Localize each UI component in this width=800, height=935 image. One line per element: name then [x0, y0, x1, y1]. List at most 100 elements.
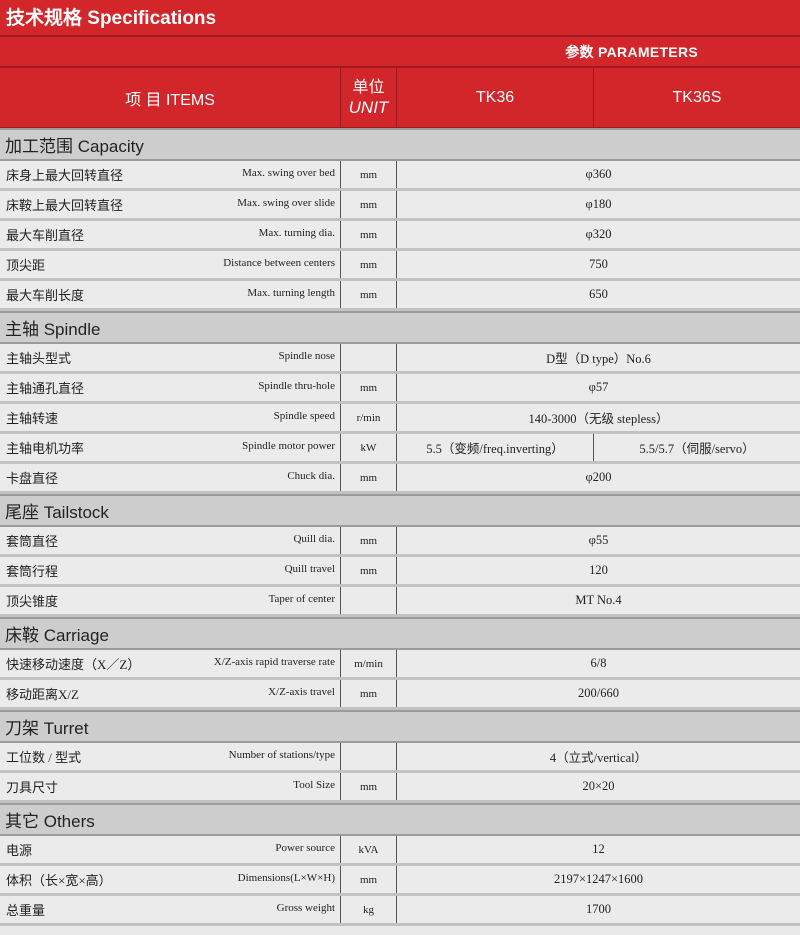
item-name-cn: 快速移动速度（X／Z） — [6, 657, 141, 672]
unit-cell — [341, 743, 397, 770]
value-cell: 750 — [589, 257, 608, 271]
item-name-en: X/Z-axis travel — [268, 686, 335, 698]
table-row: 顶尖锥度 Taper of center MT No.4 — [0, 587, 800, 617]
table-row: 总重量 Gross weight kg 1700 — [0, 896, 800, 926]
item-name-en: Power source — [275, 842, 335, 854]
item-name-en: Quill dia. — [293, 533, 335, 545]
page-title: 技术规格 Specifications — [0, 0, 800, 37]
unit-cell: mm — [341, 557, 397, 584]
item-name-en: Spindle thru-hole — [258, 380, 335, 392]
item-name-cn: 总重量 — [6, 903, 46, 918]
item-cell: 套筒直径 Quill dia. — [0, 527, 341, 554]
header-unit-cn: 单位 — [352, 78, 385, 96]
value-cell: φ180 — [585, 197, 612, 211]
value-cell: 2197×1247×1600 — [553, 872, 644, 886]
item-name-cn: 床鞍上最大回转直径 — [6, 198, 124, 213]
item-name-en: Number of stations/type — [228, 749, 335, 761]
section-header: 主轴 Spindle — [0, 311, 800, 344]
header-unit-en: UNIT — [348, 97, 389, 117]
value-cell: 140-3000（无级 stepless） — [528, 412, 669, 426]
item-name-cn: 主轴电机功率 — [6, 441, 85, 456]
item-cell: 顶尖距 Distance between centers — [0, 251, 341, 278]
table-row: 主轴电机功率 Spindle motor power kW 5.5（变频/freq.i… — [0, 434, 800, 464]
unit-cell: mm — [341, 680, 397, 707]
table-row: 套筒直径 Quill dia. mm φ55 — [0, 527, 800, 557]
header-unit: 单位 UNIT — [341, 68, 397, 127]
header-items: 项 目 ITEMS — [0, 68, 341, 127]
section-header: 尾座 Tailstock — [0, 494, 800, 527]
table-row: 床身上最大回转直径 Max. swing over bed mm φ360 — [0, 161, 800, 191]
item-name-en: Gross weight — [276, 902, 335, 914]
item-cell: 主轴头型式 Spindle nose — [0, 344, 341, 371]
item-cell: 最大车削长度 Max. turning length — [0, 281, 341, 308]
unit-cell: mm — [341, 464, 397, 491]
table-row: 工位数 / 型式 Number of stations/type 4（立式/vert… — [0, 743, 800, 773]
unit-cell — [341, 587, 397, 614]
item-name-en: Quill travel — [284, 563, 335, 575]
item-name-en: Tool Size — [293, 779, 335, 791]
unit-cell: mm — [341, 773, 397, 800]
item-cell: 套筒行程 Quill travel — [0, 557, 341, 584]
unit-cell — [341, 344, 397, 371]
value-cell: 6/8 — [590, 656, 607, 670]
unit-cell: r/min — [341, 404, 397, 431]
table-row: 主轴转速 Spindle speed r/min 140-3000（无级 steple… — [0, 404, 800, 434]
item-name-cn: 床身上最大回转直径 — [6, 168, 124, 183]
item-cell: 床身上最大回转直径 Max. swing over bed — [0, 161, 341, 188]
unit-cell: kVA — [341, 836, 397, 863]
item-cell: 主轴转速 Spindle speed — [0, 404, 341, 431]
value-cell: 20×20 — [582, 779, 615, 793]
table-header: 项 目 ITEMS 单位 UNIT TK36 TK36S — [0, 68, 800, 128]
item-cell: 工位数 / 型式 Number of stations/type — [0, 743, 341, 770]
value-cell: 650 — [589, 287, 608, 301]
section-header: 加工范围 Capacity — [0, 128, 800, 161]
value-cell: 1700 — [586, 902, 611, 916]
value-tk36: 5.5（变频/freq.inverting） — [397, 434, 594, 461]
table-row: 套筒行程 Quill travel mm 120 — [0, 557, 800, 587]
table-row: 最大车削直径 Max. turning dia. mm φ320 — [0, 221, 800, 251]
item-cell: 快速移动速度（X／Z） X/Z-axis rapid traverse rate — [0, 650, 341, 677]
table-row: 最大车削长度 Max. turning length mm 650 — [0, 281, 800, 311]
item-name-cn: 套筒直径 — [6, 534, 59, 549]
value-cell: 200/660 — [578, 686, 619, 700]
item-cell: 床鞍上最大回转直径 Max. swing over slide — [0, 191, 341, 218]
item-name-cn: 顶尖锥度 — [6, 594, 59, 609]
section-header: 刀架 Turret — [0, 710, 800, 743]
unit-cell: mm — [341, 281, 397, 308]
item-cell: 主轴通孔直径 Spindle thru-hole — [0, 374, 341, 401]
unit-cell: mm — [341, 221, 397, 248]
item-name-cn: 卡盘直径 — [6, 471, 59, 486]
value-cell: φ360 — [585, 167, 612, 181]
item-name-cn: 电源 — [6, 843, 33, 858]
table-row: 体积（长×宽×高） Dimensions(L×W×H) mm 2197×1247×16… — [0, 866, 800, 896]
item-name-cn: 主轴转速 — [6, 411, 59, 426]
table-row: 顶尖距 Distance between centers mm 750 — [0, 251, 800, 281]
item-name-cn: 体积（长×宽×高） — [6, 873, 112, 888]
item-name-en: Max. swing over bed — [242, 167, 335, 179]
item-name-en: Taper of center — [268, 593, 335, 605]
unit-cell: mm — [341, 527, 397, 554]
value-cell: φ57 — [588, 380, 609, 394]
table-row: 床鞍上最大回转直径 Max. swing over slide mm φ180 — [0, 191, 800, 221]
section-header: 床鞍 Carriage — [0, 617, 800, 650]
item-name-en: X/Z-axis rapid traverse rate — [213, 656, 335, 668]
value-cell: φ320 — [585, 227, 612, 241]
spec-table-body: 加工范围 Capacity 床身上最大回转直径 Max. swing over be… — [0, 128, 800, 926]
item-name-cn: 移动距离X/Z — [6, 687, 79, 702]
value-cell: 120 — [589, 563, 608, 577]
table-row: 快速移动速度（X／Z） X/Z-axis rapid traverse rate m… — [0, 650, 800, 680]
value-cell: φ200 — [585, 470, 612, 484]
item-name-cn: 主轴头型式 — [6, 351, 72, 366]
item-name-en: Spindle motor power — [242, 440, 335, 452]
item-cell: 卡盘直径 Chuck dia. — [0, 464, 341, 491]
table-row: 电源 Power source kVA 12 — [0, 836, 800, 866]
item-name-en: Spindle nose — [278, 350, 335, 362]
unit-cell: mm — [341, 191, 397, 218]
unit-cell: mm — [341, 374, 397, 401]
table-row: 主轴头型式 Spindle nose D型（D type）No.6 — [0, 344, 800, 374]
item-cell: 体积（长×宽×高） Dimensions(L×W×H) — [0, 866, 341, 893]
unit-cell: mm — [341, 161, 397, 188]
value-cell: 12 — [592, 842, 605, 856]
table-row: 刀具尺寸 Tool Size mm 20×20 — [0, 773, 800, 803]
unit-cell: kW — [341, 434, 397, 461]
